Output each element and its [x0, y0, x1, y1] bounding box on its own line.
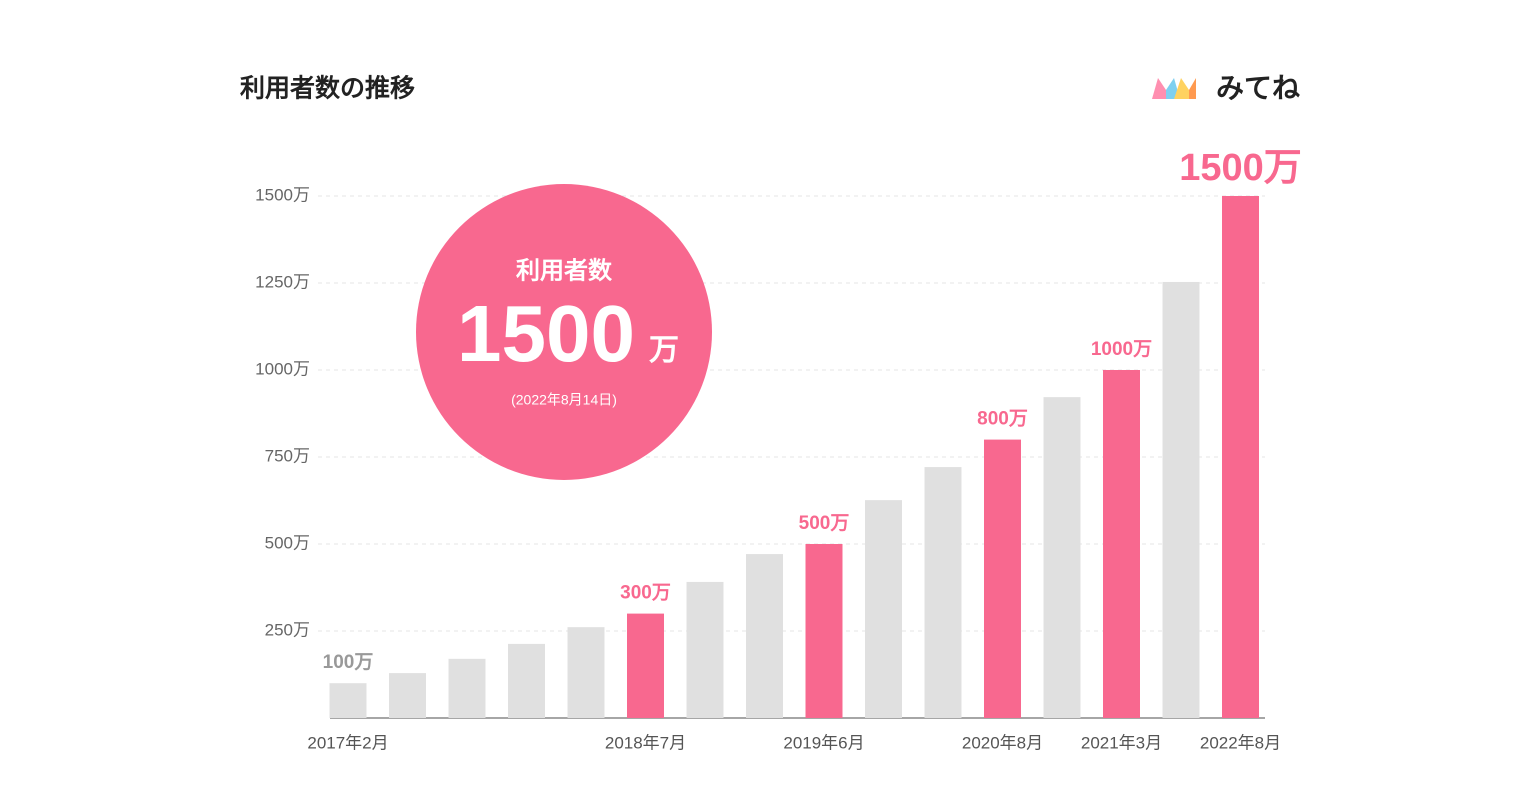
y-tick-label: 500万	[265, 533, 310, 552]
value-label: 500万	[799, 513, 850, 534]
bar	[1103, 370, 1140, 718]
y-tick-label: 250万	[265, 620, 310, 639]
bar	[508, 643, 545, 718]
x-tick-label: 2017年2月	[307, 733, 388, 752]
bar	[746, 554, 783, 718]
y-tick-label: 1500万	[255, 185, 310, 204]
value-label: 1500万	[1179, 147, 1302, 189]
x-tick-label: 2021年3月	[1081, 733, 1162, 752]
bar	[1162, 281, 1200, 718]
bar	[627, 613, 664, 718]
badge-heading: 利用者数	[516, 256, 613, 284]
bar	[805, 544, 843, 718]
badge-date: (2022年8月14日)	[511, 392, 617, 408]
bar	[984, 439, 1021, 718]
bar	[448, 658, 486, 718]
badge-value: 1500	[457, 289, 635, 378]
x-tick-label: 2020年8月	[962, 733, 1043, 752]
x-tick-label: 2019年6月	[783, 733, 864, 752]
chart-title: 利用者数の推移	[240, 75, 415, 103]
bar	[1043, 397, 1081, 718]
value-label: 1000万	[1091, 339, 1152, 360]
bar	[686, 581, 724, 718]
bar	[1222, 196, 1259, 718]
y-tick-label: 750万	[265, 446, 310, 465]
x-tick-label: 2022年8月	[1200, 733, 1281, 752]
bar	[567, 627, 605, 718]
bar	[389, 673, 426, 718]
value-label: 800万	[977, 409, 1028, 430]
bar	[865, 500, 902, 718]
logo-icon	[1152, 78, 1196, 99]
x-tick-label: 2018年7月	[605, 733, 686, 752]
badge-circle	[416, 184, 712, 480]
y-tick-label: 1000万	[255, 359, 310, 378]
y-tick-label: 1250万	[255, 272, 310, 291]
brand: みてね	[1216, 72, 1300, 103]
bar	[924, 467, 962, 718]
bar	[329, 683, 367, 718]
badge-unit: 万	[649, 334, 679, 367]
value-label: 100万	[323, 652, 374, 673]
value-label: 300万	[620, 583, 671, 604]
